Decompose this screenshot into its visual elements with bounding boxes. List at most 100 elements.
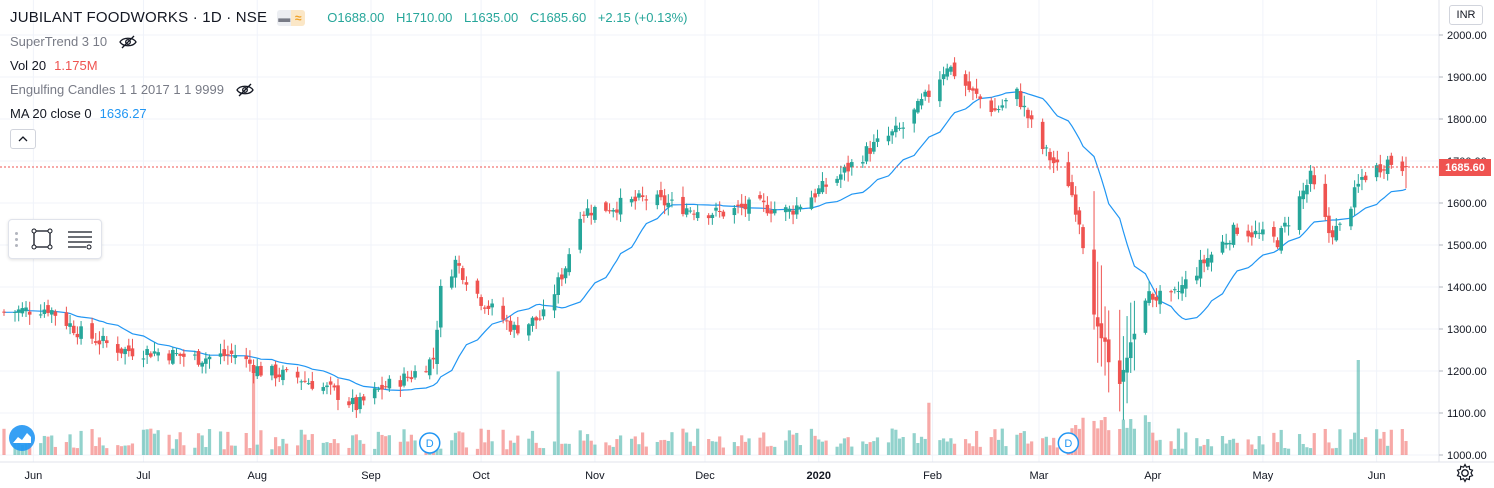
indicator-volume[interactable]: Vol 20 1.175M xyxy=(10,54,687,78)
volume-bar xyxy=(890,428,894,455)
volume-bar xyxy=(795,432,799,455)
candle xyxy=(809,190,814,211)
candle xyxy=(1081,224,1085,255)
candle xyxy=(325,382,329,395)
rectangle-tool-button[interactable] xyxy=(23,220,61,258)
candle xyxy=(1099,265,1104,367)
candle xyxy=(79,321,83,345)
volume-bar xyxy=(1356,360,1360,455)
candle xyxy=(372,382,377,405)
candle xyxy=(1125,316,1129,404)
volume-bar xyxy=(171,448,175,455)
candle xyxy=(1143,298,1148,335)
candle xyxy=(1180,276,1184,301)
volume-bar xyxy=(685,432,689,455)
candle xyxy=(538,310,542,322)
volume-bar xyxy=(508,440,513,455)
volume-bar xyxy=(406,441,410,455)
time-tick-label: May xyxy=(1252,470,1273,482)
candle xyxy=(769,201,773,223)
indicator-label: Engulfing Candles 1 1 2017 1 1 9999 xyxy=(10,82,224,97)
volume-bar xyxy=(974,430,979,455)
candle xyxy=(1048,148,1052,170)
price-tick-label: 1000.00 xyxy=(1447,450,1487,462)
volume-bar xyxy=(530,430,535,455)
price-tick-label: 1300.00 xyxy=(1447,324,1487,336)
drag-handle-icon[interactable] xyxy=(9,231,23,247)
wave-icon[interactable]: ≈ xyxy=(291,10,306,26)
candle xyxy=(816,185,821,197)
gear-icon[interactable] xyxy=(1455,463,1475,483)
volume-bar xyxy=(53,446,57,455)
candle xyxy=(1106,310,1111,393)
volume-bar xyxy=(798,445,803,455)
candle xyxy=(222,339,227,362)
candle xyxy=(119,347,124,359)
volume-bar xyxy=(641,432,645,455)
volume-bar xyxy=(64,442,68,455)
candle xyxy=(182,349,186,367)
price-tick-label: 1200.00 xyxy=(1447,366,1487,378)
candle xyxy=(838,165,843,188)
candle xyxy=(1095,261,1100,363)
compare-icon[interactable]: ▬ xyxy=(277,10,292,26)
indicator-supertrend[interactable]: SuperTrend 3 10 xyxy=(10,30,687,54)
volume-bar xyxy=(130,443,135,455)
time-tick-label: Nov xyxy=(585,470,605,482)
time-tick-label: Apr xyxy=(1144,470,1161,482)
time-tick-label: Feb xyxy=(923,470,942,482)
indicator-label: Vol 20 xyxy=(10,58,47,73)
candle xyxy=(1257,222,1261,239)
volume-bar xyxy=(196,433,201,455)
currency-label[interactable]: INR xyxy=(1449,5,1483,25)
lines-tool-button[interactable] xyxy=(61,220,99,258)
candle xyxy=(435,320,439,375)
candle xyxy=(1231,222,1236,248)
candle xyxy=(130,338,135,361)
eye-off-icon[interactable] xyxy=(236,83,254,97)
collapse-legend-button[interactable] xyxy=(10,129,36,149)
time-tick-label: Mar xyxy=(1030,470,1049,482)
drawing-toolbox[interactable] xyxy=(8,219,102,259)
volume-bar xyxy=(1019,432,1023,455)
candle xyxy=(104,336,109,348)
candle xyxy=(894,116,898,138)
symbol-row: JUBILANT FOODWORKS · 1D · NSE ▬ ≈ O1688.… xyxy=(10,6,687,30)
candle xyxy=(64,306,69,330)
volume-bar xyxy=(1030,441,1034,455)
volume-bar xyxy=(270,449,274,455)
time-tick-label: Oct xyxy=(473,470,490,482)
candle xyxy=(717,201,722,218)
volume-bar xyxy=(593,444,597,455)
candle xyxy=(255,358,260,379)
chart-legend: JUBILANT FOODWORKS · 1D · NSE ▬ ≈ O1688.… xyxy=(10,6,687,149)
volume-bar xyxy=(644,446,648,455)
candle xyxy=(582,211,586,223)
candle xyxy=(978,94,983,109)
volume-bar xyxy=(376,431,380,455)
symbol-title[interactable]: JUBILANT FOODWORKS · 1D · NSE xyxy=(10,9,268,26)
candle xyxy=(886,126,891,146)
volume-bar xyxy=(666,440,670,455)
candle xyxy=(527,322,531,341)
indicator-ma[interactable]: MA 20 close 0 1636.27 xyxy=(10,102,687,126)
candle xyxy=(174,348,179,357)
candle xyxy=(938,71,942,107)
candle xyxy=(259,361,263,377)
volume-bar xyxy=(758,437,762,455)
volume-bar xyxy=(97,437,102,455)
eye-off-icon[interactable] xyxy=(119,35,137,49)
candle xyxy=(1022,95,1027,117)
candle xyxy=(1195,267,1199,285)
volume-bar xyxy=(123,445,127,455)
volume-bar xyxy=(1253,449,1258,455)
candle xyxy=(1349,206,1353,231)
candle xyxy=(949,65,953,75)
indicator-engulfing[interactable]: Engulfing Candles 1 1 2017 1 1 9999 xyxy=(10,78,687,102)
candle xyxy=(156,348,160,362)
volume-bar xyxy=(538,447,542,455)
symbol-flags[interactable]: ▬ ≈ xyxy=(277,10,306,26)
candle xyxy=(93,333,98,346)
candle xyxy=(747,197,751,221)
